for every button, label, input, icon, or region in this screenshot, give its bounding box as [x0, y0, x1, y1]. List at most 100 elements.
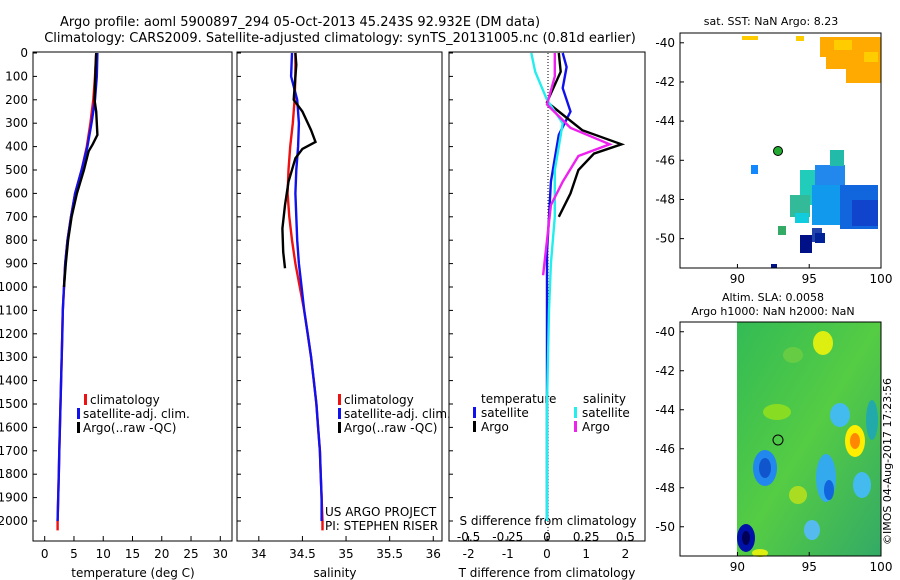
- temperature-panel: temperature (deg C) climatology satellit…: [0, 46, 233, 580]
- legend-climatology: climatology: [90, 393, 160, 407]
- x-tick-label: 10: [96, 547, 111, 561]
- series-line-2: [281, 52, 317, 269]
- series-line-3: [541, 53, 613, 276]
- map-x-tick-label: 95: [802, 272, 817, 286]
- series-line-0: [545, 52, 572, 521]
- sla-field-pixels: [737, 322, 881, 557]
- top-tick-label: 0: [543, 530, 551, 544]
- y-tick-label: 1800: [0, 467, 28, 481]
- x-tick-label: 36: [426, 547, 441, 561]
- map-y-tick-label: -50: [655, 520, 675, 534]
- y-tick-label: 300: [5, 116, 28, 130]
- map-y-tick-label: -50: [655, 232, 675, 246]
- y-tick-label: 2000: [0, 514, 28, 528]
- y-tick-label: 1300: [0, 350, 28, 364]
- y-tick-label: 600: [5, 186, 28, 200]
- top-tick-label: 0.5: [616, 530, 635, 544]
- series-line-1: [545, 52, 626, 218]
- credit-pi: PI: STEPHEN RISER: [325, 519, 438, 533]
- x-tick-label: 20: [154, 547, 169, 561]
- temperature-xlabel: temperature (deg C): [71, 566, 194, 580]
- y-tick-label: 1400: [0, 374, 28, 388]
- y-tick-label: 500: [5, 163, 28, 177]
- sla-map-subtitle: Argo h1000: NaN h2000: NaN: [691, 305, 854, 318]
- y-tick-label: 900: [5, 257, 28, 271]
- y-tick-label: 1100: [0, 303, 28, 317]
- legend-salinity-header: salinity: [583, 392, 626, 406]
- sla-map-frame: [679, 321, 882, 557]
- sst-map-title: sat. SST: NaN Argo: 8.23: [704, 15, 838, 28]
- sla-map-panel: Altim. SLA: 0.0058 Argo h1000: NaN h2000…: [655, 291, 892, 574]
- salinity-axes-frame: [236, 51, 443, 542]
- legend-argo: Argo(..raw -QC): [83, 421, 176, 435]
- series-line-2: [530, 52, 564, 521]
- y-tick-label: 1600: [0, 420, 28, 434]
- map-y-tick-label: -44: [655, 403, 675, 417]
- map-x-tick-label: 100: [870, 560, 893, 574]
- sst-field-pixels: [742, 36, 881, 268]
- map-y-tick-label: -48: [655, 481, 675, 495]
- map-y-tick-label: -40: [655, 36, 675, 50]
- sst-map-frame: [679, 32, 882, 269]
- legend-t-satellite: satellite: [481, 406, 529, 420]
- x-tick-label: 34: [251, 547, 266, 561]
- legend-temperature-header: temperature: [481, 392, 556, 406]
- map-y-tick-label: -46: [655, 442, 675, 456]
- x-tick-label: 35: [338, 547, 353, 561]
- map-y-tick-label: -44: [655, 114, 675, 128]
- figure-title-line2: Climatology: CARS2009. Satellite-adjuste…: [44, 31, 636, 46]
- y-tick-label: 1700: [0, 444, 28, 458]
- map-y-tick-label: -42: [655, 75, 675, 89]
- series-line-1: [289, 52, 323, 521]
- map-y-tick-label: -48: [655, 192, 675, 206]
- sla-map-title: Altim. SLA: 0.0058: [722, 291, 824, 304]
- top-tick-label: 0.25: [573, 530, 600, 544]
- x-tick-label: 1: [582, 547, 590, 561]
- x-tick-label: -1: [502, 547, 514, 561]
- figure-title-line1: Argo profile: aoml 5900897_294 05-Oct-20…: [60, 15, 540, 30]
- top-tick-label: -0.25: [492, 530, 523, 544]
- map-x-tick-label: 100: [870, 272, 893, 286]
- map-y-tick-label: -42: [655, 364, 675, 378]
- top-tick-label: -0.5: [457, 530, 480, 544]
- y-tick-label: 1500: [0, 397, 28, 411]
- map-x-tick-label: 90: [730, 272, 745, 286]
- argo-location-marker: [772, 434, 784, 446]
- y-tick-label: 1200: [0, 327, 28, 341]
- legend-argo: Argo(..raw -QC): [344, 421, 437, 435]
- salinity-xlabel: salinity: [313, 566, 356, 580]
- legend-satellite: satellite-adj. clim.: [83, 407, 190, 421]
- y-tick-label: 100: [5, 69, 28, 83]
- salinity-legend: climatology satellite-adj. clim. Argo(..…: [338, 393, 451, 435]
- map-y-tick-label: -46: [655, 153, 675, 167]
- x-tick-label: -2: [463, 547, 475, 561]
- y-tick-label: 200: [5, 93, 28, 107]
- x-tick-label: 25: [183, 547, 198, 561]
- credit-project: US ARGO PROJECT: [325, 505, 437, 519]
- x-tick-label: 5: [70, 547, 78, 561]
- map-x-tick-label: 90: [730, 560, 745, 574]
- y-tick-label: 0: [20, 46, 28, 60]
- series-line-0: [286, 53, 324, 531]
- difference-legend: temperature salinity satellite Argo sate…: [473, 392, 630, 434]
- salinity-panel: salinity climatology satellite-adj. clim…: [236, 51, 451, 580]
- y-tick-label: 800: [5, 233, 28, 247]
- x-tick-label: 35.5: [376, 547, 403, 561]
- temperature-legend: climatology satellite-adj. clim. Argo(..…: [77, 393, 190, 435]
- difference-panel: T difference from climatology S differen…: [448, 51, 646, 580]
- y-tick-label: 700: [5, 210, 28, 224]
- y-tick-label: 1000: [0, 280, 28, 294]
- x-tick-label: 30: [213, 547, 228, 561]
- legend-climatology: climatology: [344, 393, 414, 407]
- sst-map-panel: sat. SST: NaN Argo: 8.23 9: [655, 15, 892, 286]
- series-line-1: [56, 52, 99, 522]
- x-tick-label: 15: [125, 547, 140, 561]
- legend-satellite: satellite-adj. clim.: [344, 407, 451, 421]
- legend-s-satellite: satellite: [582, 406, 630, 420]
- difference-xlabel: T difference from climatology: [458, 566, 636, 580]
- series-line-2: [62, 52, 99, 288]
- x-tick-label: 34.5: [289, 547, 316, 561]
- legend-t-argo: Argo: [481, 420, 509, 434]
- legend-s-argo: Argo: [582, 420, 610, 434]
